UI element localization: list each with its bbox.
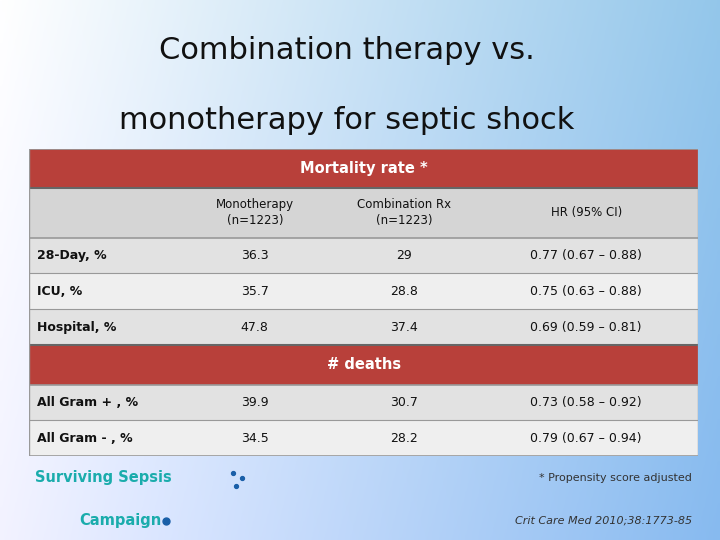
- Text: Combination Rx
(n=1223): Combination Rx (n=1223): [356, 198, 451, 227]
- Text: Campaign: Campaign: [79, 514, 161, 529]
- Bar: [29, 188, 698, 238]
- Bar: [29, 421, 698, 456]
- Text: Combination therapy vs.: Combination therapy vs.: [159, 36, 535, 65]
- Bar: [29, 148, 698, 188]
- Text: monotherapy for septic shock: monotherapy for septic shock: [120, 106, 575, 135]
- Text: Monotherapy
(n=1223): Monotherapy (n=1223): [216, 198, 294, 227]
- Text: * Propensity score adjusted: * Propensity score adjusted: [539, 473, 692, 483]
- Text: 28.2: 28.2: [390, 432, 418, 445]
- Text: Mortality rate *: Mortality rate *: [300, 161, 428, 176]
- Bar: [29, 273, 698, 309]
- Text: All Gram + , %: All Gram + , %: [37, 396, 138, 409]
- Text: 39.9: 39.9: [241, 396, 269, 409]
- Text: HR (95% CI): HR (95% CI): [551, 206, 622, 219]
- Bar: [29, 309, 698, 345]
- Text: 47.8: 47.8: [241, 321, 269, 334]
- Text: All Gram - , %: All Gram - , %: [37, 432, 132, 445]
- Text: 36.3: 36.3: [241, 249, 269, 262]
- Text: 30.7: 30.7: [390, 396, 418, 409]
- Text: 0.79 (0.67 – 0.94): 0.79 (0.67 – 0.94): [531, 432, 642, 445]
- Text: Hospital, %: Hospital, %: [37, 321, 116, 334]
- Text: Crit Care Med 2010;38:1773-85: Crit Care Med 2010;38:1773-85: [515, 516, 692, 526]
- Text: 0.73 (0.58 – 0.92): 0.73 (0.58 – 0.92): [531, 396, 642, 409]
- Text: 35.7: 35.7: [241, 285, 269, 298]
- Bar: [29, 238, 698, 273]
- Text: 0.69 (0.59 – 0.81): 0.69 (0.59 – 0.81): [531, 321, 642, 334]
- Text: 29: 29: [396, 249, 412, 262]
- Text: 0.77 (0.67 – 0.88): 0.77 (0.67 – 0.88): [531, 249, 642, 262]
- Text: 37.4: 37.4: [390, 321, 418, 334]
- Text: Surviving Sepsis: Surviving Sepsis: [35, 470, 172, 485]
- Text: 0.75 (0.63 – 0.88): 0.75 (0.63 – 0.88): [531, 285, 642, 298]
- Text: 28.8: 28.8: [390, 285, 418, 298]
- Text: 34.5: 34.5: [241, 432, 269, 445]
- Text: ICU, %: ICU, %: [37, 285, 82, 298]
- Text: 28-Day, %: 28-Day, %: [37, 249, 107, 262]
- Bar: [29, 384, 698, 421]
- Text: # deaths: # deaths: [327, 357, 400, 373]
- Bar: [29, 345, 698, 384]
